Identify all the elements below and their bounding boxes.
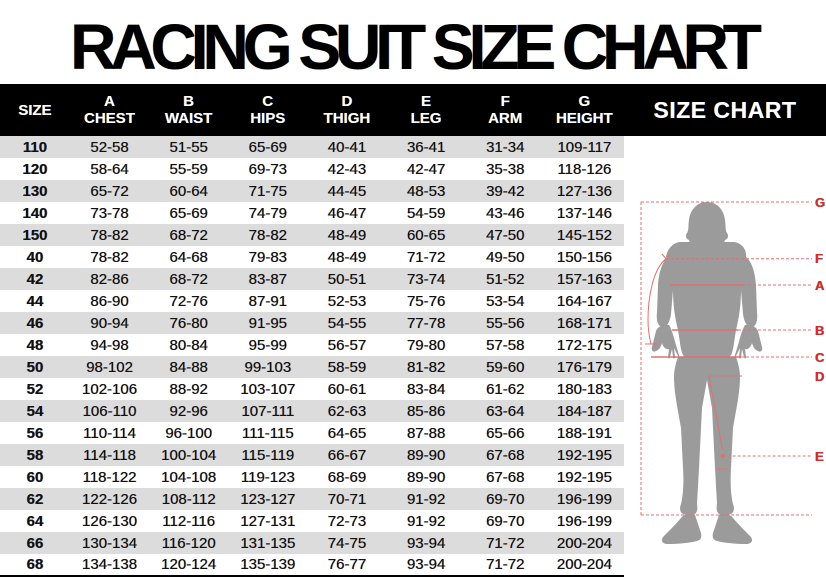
svg-text:C: C (815, 350, 825, 365)
svg-text:B: B (815, 323, 824, 338)
svg-text:F: F (815, 251, 823, 266)
svg-text:E: E (815, 449, 824, 464)
svg-text:A: A (815, 278, 825, 293)
svg-text:D: D (815, 369, 824, 384)
svg-text:G: G (815, 195, 825, 210)
